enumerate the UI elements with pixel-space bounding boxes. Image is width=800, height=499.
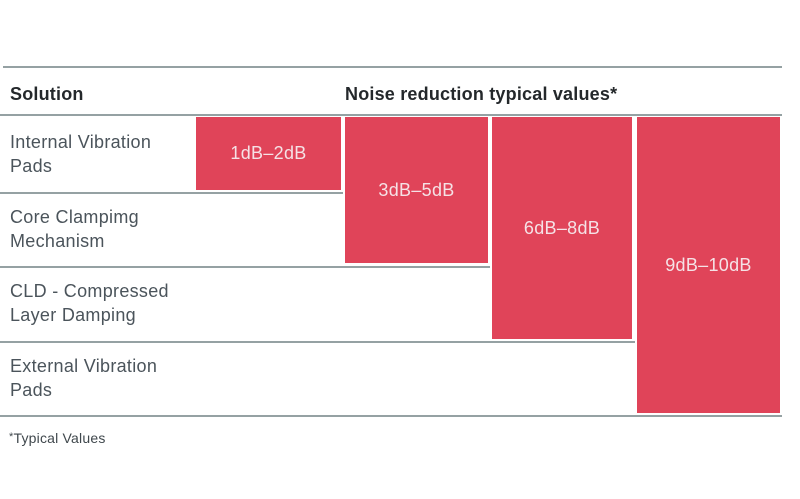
- footnote-text: Typical Values: [13, 430, 106, 446]
- row-divider-2: [0, 266, 490, 268]
- label-line: CLD - Compressed: [10, 281, 169, 301]
- bar-9db-10db: 9dB–10dB: [637, 117, 780, 413]
- row-divider-1: [0, 192, 343, 194]
- label-line: External Vibration: [10, 356, 158, 376]
- label-line: Pads: [10, 380, 53, 400]
- row-label-external-vibration-pads: External Vibration Pads: [10, 354, 157, 402]
- label-line: Pads: [10, 156, 53, 176]
- label-line: Layer Damping: [10, 305, 136, 325]
- label-line: Core Clampimg: [10, 207, 139, 227]
- row-divider-3: [0, 341, 635, 343]
- table-bottom-rule: [0, 415, 782, 417]
- footnote-asterisk: *: [9, 431, 14, 443]
- bar-6db-8db: 6dB–8dB: [492, 117, 632, 339]
- header-divider-rule: [0, 114, 782, 116]
- footnote: *Typical Values: [9, 430, 106, 446]
- label-line: Internal Vibration: [10, 132, 152, 152]
- label-line: Mechanism: [10, 231, 105, 251]
- bar-3db-5db: 3dB–5dB: [345, 117, 488, 263]
- row-label-core-clamping-mechanism: Core Clampimg Mechanism: [10, 205, 139, 253]
- row-label-cld-compressed-layer-damping: CLD - Compressed Layer Damping: [10, 279, 169, 327]
- column-header-solution: Solution: [10, 84, 84, 104]
- bar-1db-2db: 1dB–2dB: [196, 117, 341, 190]
- table-top-rule: [3, 66, 782, 68]
- column-header-noise-reduction-values: Noise reduction typical values*: [345, 84, 618, 104]
- row-label-internal-vibration-pads: Internal Vibration Pads: [10, 130, 151, 178]
